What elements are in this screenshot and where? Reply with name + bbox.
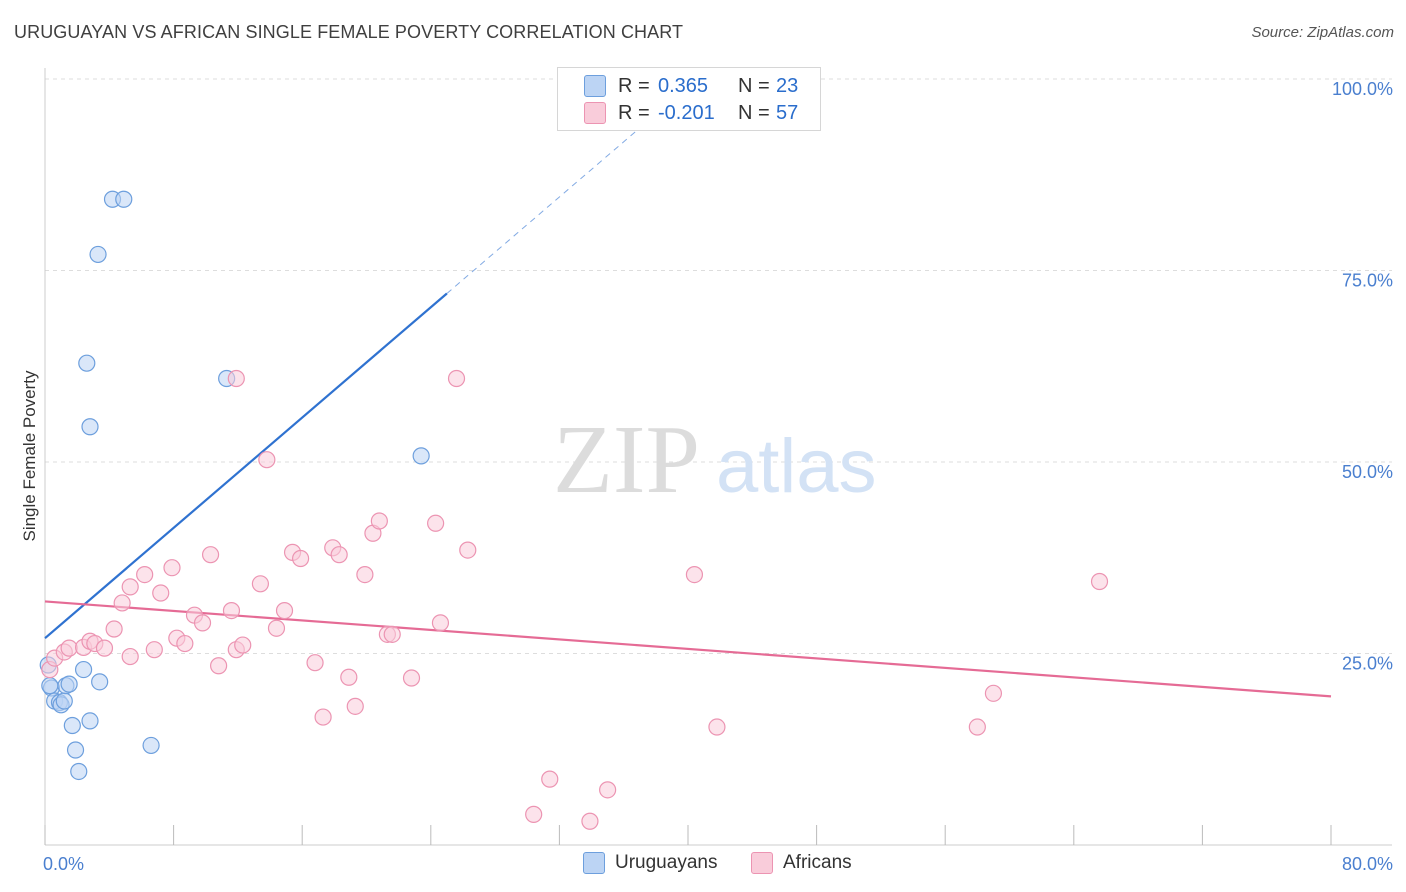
watermark-zip: ZIP <box>553 406 700 514</box>
point-africans <box>176 634 194 653</box>
point-uruguayans <box>81 712 99 730</box>
point-africans <box>968 718 986 736</box>
legend-swatch-blue <box>583 852 605 874</box>
y-tick-label: 100.0% <box>1332 79 1393 99</box>
point-africans <box>314 708 332 726</box>
legend-r-label: R = <box>618 101 650 124</box>
point-uruguayans <box>89 245 107 264</box>
point-africans <box>708 718 726 736</box>
point-africans <box>105 620 123 638</box>
point-uruguayans <box>74 660 93 679</box>
legend-n-value-uruguayans: 23 <box>776 74 799 97</box>
point-africans <box>163 559 181 577</box>
point-africans <box>222 602 241 620</box>
point-africans <box>113 594 131 612</box>
point-africans <box>581 812 599 830</box>
legend-label-africans: Africans <box>783 852 852 873</box>
legend-n-value-africans: 57 <box>776 101 799 124</box>
point-africans <box>95 639 114 657</box>
y-tick-labels: 25.0% 50.0% 75.0% 100.0% <box>1332 79 1393 674</box>
x-tick-label: 80.0% <box>1342 854 1393 874</box>
axes <box>44 68 1392 846</box>
point-africans <box>340 668 358 686</box>
point-africans <box>459 541 477 559</box>
y-tick-label: 50.0% <box>1342 462 1393 482</box>
legend-r-value-uruguayans: 0.365 <box>658 74 709 97</box>
gridlines <box>45 78 1392 654</box>
point-uruguayans <box>78 354 96 372</box>
point-uruguayans <box>91 673 109 691</box>
point-africans <box>227 369 245 388</box>
point-africans <box>346 697 364 715</box>
point-uruguayans <box>115 190 133 208</box>
legend-row-africans: R = -0.201 N = 57 <box>584 100 798 126</box>
point-uruguayans <box>70 762 88 781</box>
point-africans <box>121 647 139 666</box>
y-tick-label: 25.0% <box>1342 654 1393 674</box>
legend-n-label: N = <box>738 101 770 124</box>
point-africans <box>251 575 270 593</box>
source-label: Source: ZipAtlas.com <box>1251 24 1394 41</box>
point-uruguayans <box>66 741 85 759</box>
legend-label-uruguayans: Uruguayans <box>615 852 718 873</box>
point-africans <box>402 669 421 687</box>
y-axis-label: Single Female Poverty <box>20 370 39 542</box>
legend-swatch-pink <box>751 852 773 874</box>
point-africans <box>431 614 450 632</box>
legend-r-label: R = <box>618 74 650 97</box>
chart-title: URUGUAYAN VS AFRICAN SINGLE FEMALE POVER… <box>14 22 684 42</box>
point-africans <box>60 639 78 657</box>
point-africans <box>356 566 374 584</box>
point-uruguayans <box>41 677 59 695</box>
point-africans <box>541 770 559 788</box>
legend-row-uruguayans: R = 0.365 N = 23 <box>584 73 798 99</box>
point-africans <box>370 512 388 530</box>
point-uruguayans <box>81 418 99 436</box>
point-africans <box>427 514 445 532</box>
legend-swatch-pink <box>584 102 606 124</box>
watermark: ZIP atlas <box>553 406 877 514</box>
x-tick-label: 0.0% <box>43 854 84 874</box>
trendline-uruguayans <box>44 292 448 640</box>
point-africans <box>258 451 276 469</box>
point-africans <box>685 566 704 584</box>
point-africans <box>201 546 220 564</box>
point-africans <box>599 781 617 799</box>
data-points <box>39 190 1109 830</box>
correlation-legend: R = 0.365 N = 23 R = -0.201 N = 57 <box>557 67 821 131</box>
legend-n-label: N = <box>738 74 770 97</box>
point-africans <box>121 578 139 596</box>
point-africans <box>447 369 466 388</box>
point-africans <box>275 602 294 620</box>
legend-swatch-blue <box>584 75 606 97</box>
point-africans <box>984 684 1003 702</box>
point-africans <box>145 641 163 659</box>
point-africans <box>152 584 170 602</box>
point-uruguayans <box>60 675 78 693</box>
point-uruguayans <box>63 716 81 735</box>
point-africans <box>1090 572 1109 591</box>
legend-item-uruguayans[interactable]: Uruguayans <box>583 852 717 874</box>
point-africans <box>291 549 310 568</box>
trendline-africans <box>44 600 1332 698</box>
legend-r-value-africans: -0.201 <box>658 101 715 124</box>
point-africans <box>330 546 348 564</box>
point-africans <box>525 805 543 823</box>
point-uruguayans <box>55 692 73 710</box>
point-africans <box>306 654 324 672</box>
legend-item-africans[interactable]: Africans <box>751 852 852 874</box>
point-africans <box>210 657 228 675</box>
point-africans <box>267 619 286 637</box>
point-uruguayans <box>412 447 430 465</box>
y-tick-label: 75.0% <box>1342 271 1393 291</box>
watermark-atlas: atlas <box>716 424 877 509</box>
x-tick-labels: 0.0% 80.0% <box>43 854 1393 874</box>
point-africans <box>193 614 212 632</box>
point-uruguayans <box>142 736 160 755</box>
point-africans <box>234 636 252 654</box>
point-africans <box>383 625 401 643</box>
point-africans <box>136 566 154 584</box>
series-legend: Uruguayans Africans <box>0 852 1406 876</box>
